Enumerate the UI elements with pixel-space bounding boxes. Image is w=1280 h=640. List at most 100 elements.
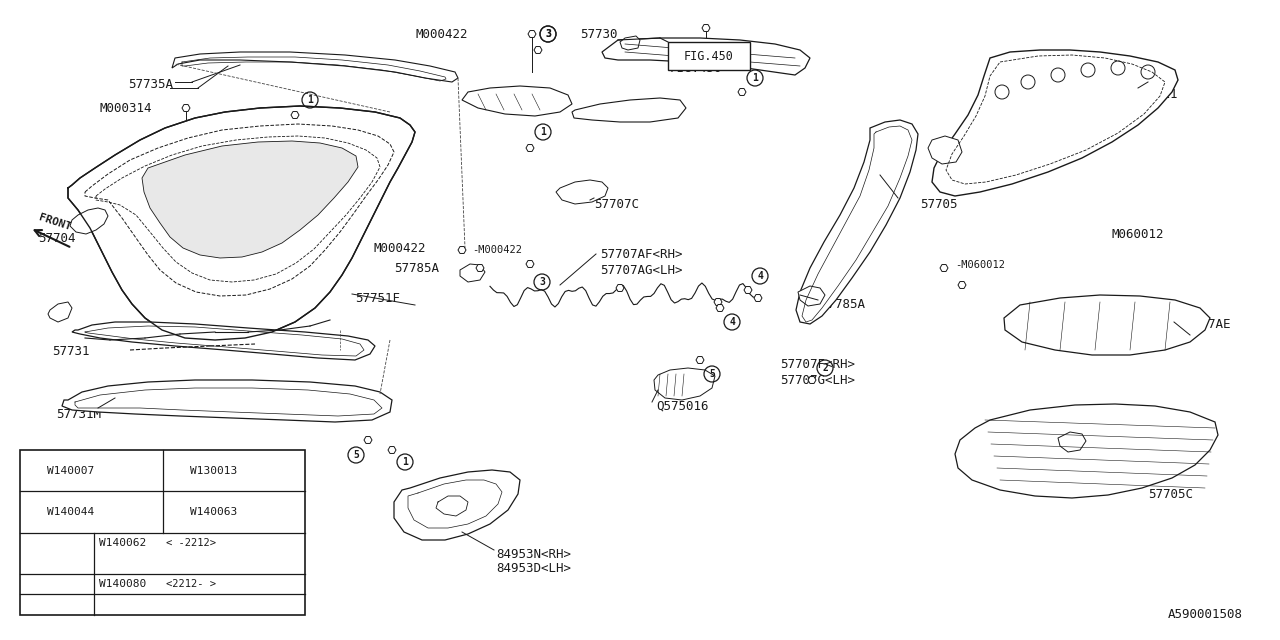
Text: <2212- >: <2212- >: [166, 579, 216, 589]
Text: 1: 1: [402, 457, 408, 467]
Text: 3: 3: [545, 29, 550, 39]
Text: 3: 3: [539, 277, 545, 287]
Polygon shape: [620, 36, 640, 50]
Polygon shape: [701, 24, 710, 31]
Polygon shape: [1059, 432, 1085, 452]
Text: Q575016: Q575016: [657, 400, 709, 413]
Polygon shape: [696, 356, 704, 364]
Text: 57704: 57704: [38, 232, 76, 245]
Text: 57785A: 57785A: [1102, 440, 1147, 453]
Text: 3: 3: [545, 29, 550, 39]
Text: 57785A: 57785A: [394, 262, 439, 275]
Polygon shape: [654, 368, 716, 400]
Polygon shape: [602, 38, 810, 75]
Polygon shape: [957, 282, 966, 289]
Text: M000314: M000314: [100, 102, 152, 115]
Polygon shape: [476, 264, 484, 271]
Polygon shape: [808, 376, 817, 383]
Text: 4: 4: [173, 466, 179, 476]
Polygon shape: [49, 302, 72, 322]
Polygon shape: [458, 246, 466, 253]
Polygon shape: [739, 88, 746, 95]
Text: 1: 1: [753, 73, 758, 83]
Text: M060012: M060012: [1112, 228, 1165, 241]
FancyBboxPatch shape: [20, 450, 305, 615]
Polygon shape: [572, 98, 686, 122]
Text: 57730: 57730: [580, 28, 617, 41]
Text: W140007: W140007: [47, 466, 95, 476]
Text: 2: 2: [822, 363, 828, 373]
Polygon shape: [460, 264, 485, 282]
Text: 4: 4: [756, 271, 763, 281]
Text: 57707AE: 57707AE: [1178, 318, 1230, 331]
Text: FIG.450: FIG.450: [669, 62, 722, 75]
Polygon shape: [61, 380, 392, 422]
Polygon shape: [529, 31, 536, 38]
Text: 57707AG<LH>: 57707AG<LH>: [600, 264, 682, 277]
Text: -M060012: -M060012: [955, 260, 1005, 270]
Polygon shape: [70, 208, 108, 234]
Text: 5: 5: [353, 450, 358, 460]
Polygon shape: [714, 298, 722, 305]
Polygon shape: [72, 322, 375, 360]
Polygon shape: [616, 285, 625, 291]
Polygon shape: [68, 106, 415, 340]
Polygon shape: [754, 294, 762, 301]
Text: 57707AF<RH>: 57707AF<RH>: [600, 248, 682, 261]
Text: 2: 2: [31, 507, 37, 517]
Text: 57731M: 57731M: [56, 408, 101, 421]
Text: M000422: M000422: [374, 242, 426, 255]
Text: 5: 5: [173, 507, 179, 517]
Polygon shape: [388, 447, 396, 454]
Polygon shape: [394, 470, 520, 540]
Polygon shape: [932, 50, 1178, 196]
Polygon shape: [182, 104, 189, 111]
Text: 1: 1: [31, 466, 37, 476]
Text: W140062: W140062: [99, 538, 146, 548]
Polygon shape: [940, 264, 948, 271]
Text: < -2212>: < -2212>: [166, 538, 216, 548]
Text: 57705C: 57705C: [1148, 488, 1193, 501]
Text: FRONT: FRONT: [37, 212, 73, 232]
Text: FIG.450: FIG.450: [684, 49, 733, 63]
Text: 84953N<RH>: 84953N<RH>: [497, 548, 571, 561]
Text: 57751F: 57751F: [355, 292, 399, 305]
Text: A590001508: A590001508: [1169, 608, 1243, 621]
Polygon shape: [172, 52, 458, 82]
Text: 4: 4: [730, 317, 735, 327]
Text: W140063: W140063: [189, 507, 237, 517]
Polygon shape: [744, 287, 753, 294]
Text: W140044: W140044: [47, 507, 95, 517]
Text: 57731: 57731: [52, 345, 90, 358]
Polygon shape: [556, 180, 608, 204]
Text: 57785A: 57785A: [820, 298, 865, 311]
Text: 84953D<LH>: 84953D<LH>: [497, 562, 571, 575]
Text: -M000422: -M000422: [472, 245, 522, 255]
Text: W130013: W130013: [189, 466, 237, 476]
Polygon shape: [462, 86, 572, 116]
Text: W140080: W140080: [99, 579, 146, 589]
Polygon shape: [797, 286, 826, 306]
Polygon shape: [928, 136, 963, 164]
Text: 3: 3: [31, 559, 37, 568]
Polygon shape: [291, 111, 300, 118]
Polygon shape: [534, 47, 541, 54]
Polygon shape: [1004, 295, 1210, 355]
Polygon shape: [716, 305, 724, 312]
Polygon shape: [955, 404, 1219, 498]
Text: 1: 1: [307, 95, 312, 105]
Polygon shape: [796, 120, 918, 324]
Text: 57707G<LH>: 57707G<LH>: [780, 374, 855, 387]
Text: 57711: 57711: [1140, 88, 1178, 101]
Text: 57735A: 57735A: [128, 78, 173, 91]
Text: 57707C: 57707C: [594, 198, 639, 211]
Polygon shape: [142, 141, 358, 258]
Text: M000422: M000422: [415, 28, 467, 41]
Polygon shape: [364, 436, 372, 444]
Text: 57707F<RH>: 57707F<RH>: [780, 358, 855, 371]
Text: 1: 1: [540, 127, 547, 137]
Polygon shape: [526, 260, 534, 268]
Text: 57705: 57705: [920, 198, 957, 211]
Polygon shape: [526, 145, 534, 152]
Text: 5: 5: [709, 369, 716, 379]
